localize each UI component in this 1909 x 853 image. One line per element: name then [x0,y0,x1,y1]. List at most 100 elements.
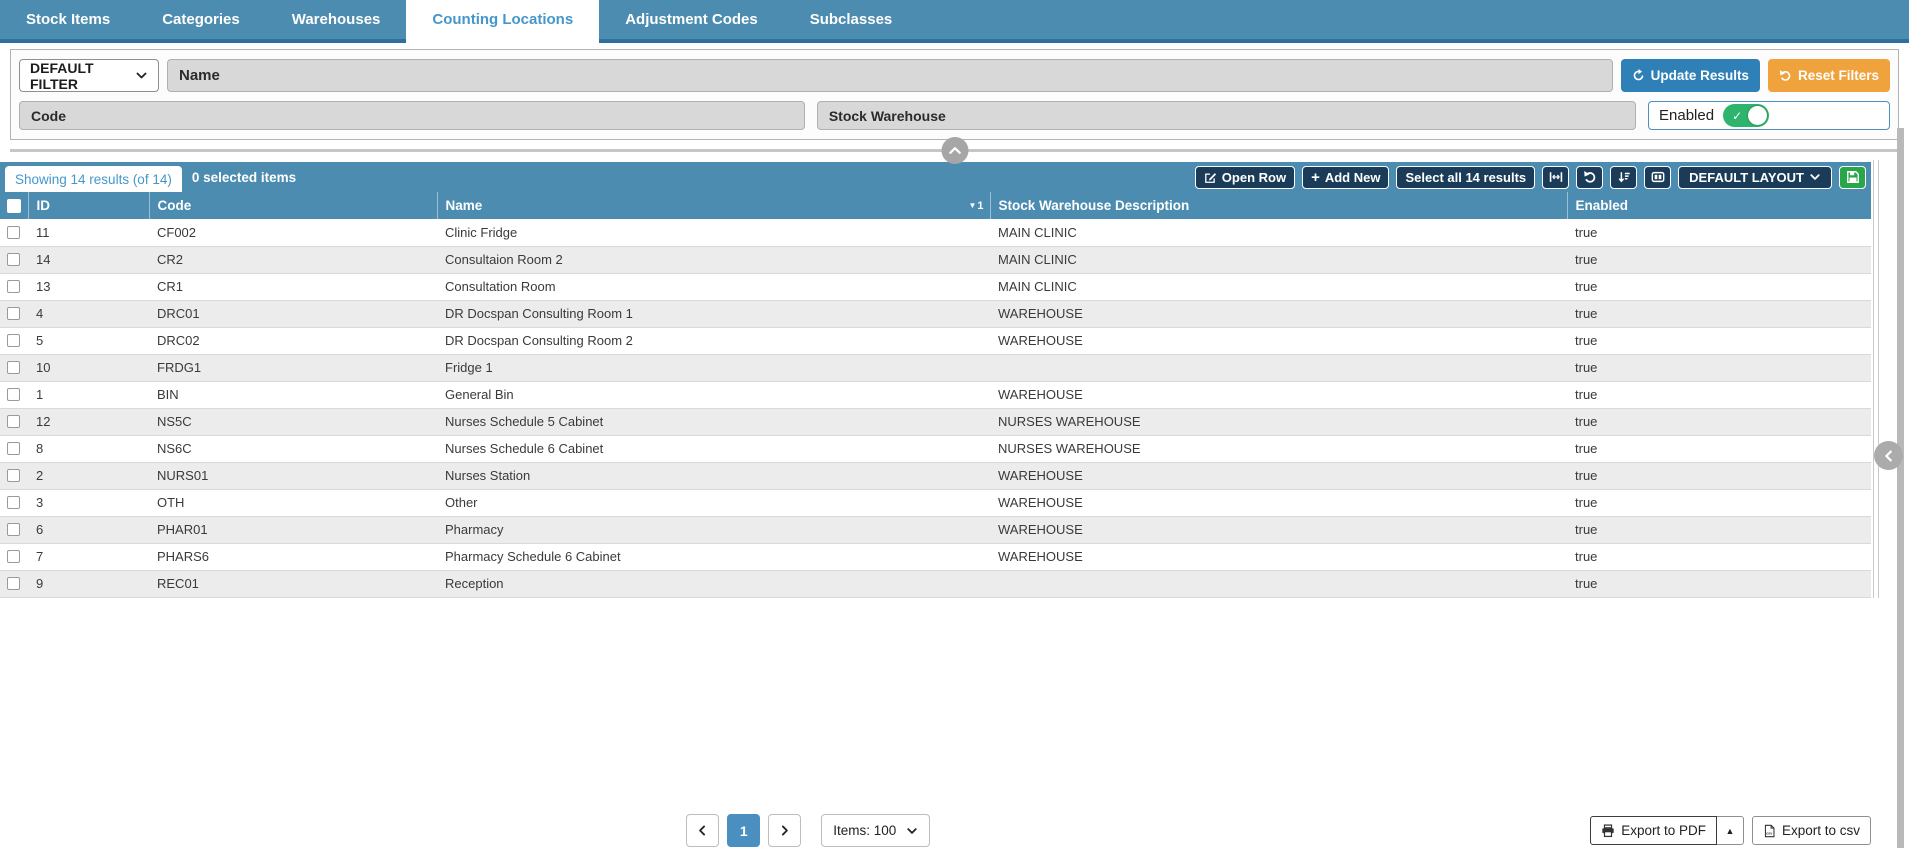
row-checkbox[interactable] [7,550,20,563]
tab-adjustment-codes[interactable]: Adjustment Codes [599,0,784,43]
tab-counting-locations[interactable]: Counting Locations [406,0,600,43]
tab-categories[interactable]: Categories [136,0,266,43]
table-row[interactable]: 8 NS6C Nurses Schedule 6 Cabinet NURSES … [0,435,1871,463]
fit-columns-button[interactable] [1542,165,1570,189]
row-checkbox-cell [0,219,28,247]
row-checkbox-cell [0,462,28,490]
items-per-page-select[interactable]: Items: 100 [821,814,931,847]
sort-button[interactable] [1610,165,1638,189]
table-row[interactable]: 5 DRC02 DR Docspan Consulting Room 2 WAR… [0,327,1871,355]
columns-button[interactable] [1644,165,1672,189]
chevron-down-icon [906,825,918,837]
table-row[interactable]: 1 BIN General Bin WAREHOUSE true [0,381,1871,409]
code-filter-input[interactable] [19,101,805,130]
cell-name: Pharmacy Schedule 6 Cabinet [437,543,990,571]
table-row[interactable]: 10 FRDG1 Fridge 1 true [0,354,1871,382]
next-page-button[interactable] [768,814,802,847]
column-header-name[interactable]: Name ▼ 1 [437,192,991,219]
add-new-button[interactable]: + Add New [1302,165,1390,189]
select-all-button[interactable]: Select all 14 results [1396,165,1536,189]
cell-enabled: true [1567,327,1871,355]
row-checkbox[interactable] [7,523,20,536]
cell-name: DR Docspan Consulting Room 2 [437,327,990,355]
table-row[interactable]: 4 DRC01 DR Docspan Consulting Room 1 WAR… [0,300,1871,328]
table-row[interactable]: 7 PHARS6 Pharmacy Schedule 6 Cabinet WAR… [0,543,1871,571]
export-pdf-options-button[interactable]: ▲ [1716,816,1744,845]
export-csv-button[interactable]: csv Export to csv [1751,816,1871,845]
printer-icon [1601,823,1615,838]
cell-id: 11 [28,219,149,247]
name-filter-input[interactable] [167,59,1613,92]
row-checkbox[interactable] [7,334,20,347]
row-checkbox[interactable] [7,496,20,509]
enabled-toggle[interactable]: ✓ [1723,104,1770,127]
cell-name: Nurses Station [437,462,990,490]
row-checkbox-cell [0,435,28,463]
table-row[interactable]: 2 NURS01 Nurses Station WAREHOUSE true [0,462,1871,490]
tab-subclasses[interactable]: Subclasses [783,0,919,43]
row-checkbox[interactable] [7,361,20,374]
row-checkbox[interactable] [7,469,20,482]
side-panel-toggle-button[interactable] [1874,441,1903,470]
table-row[interactable]: 13 CR1 Consultation Room MAIN CLINIC tru… [0,273,1871,301]
cell-warehouse: NURSES WAREHOUSE [990,435,1567,463]
save-layout-button[interactable] [1839,165,1866,189]
cell-enabled: true [1567,354,1871,382]
table-row[interactable]: 11 CF002 Clinic Fridge MAIN CLINIC true [0,219,1871,247]
table-row[interactable]: 12 NS5C Nurses Schedule 5 Cabinet NURSES… [0,408,1871,436]
open-row-button[interactable]: Open Row [1194,165,1296,189]
stock-warehouse-filter-input[interactable] [816,101,1636,130]
results-table: ID Code Name ▼ 1 Stock Warehouse Descrip… [0,192,1871,598]
reset-layout-button[interactable] [1576,165,1604,189]
row-checkbox[interactable] [7,253,20,266]
cell-warehouse: WAREHOUSE [990,462,1567,490]
cell-name: Reception [437,570,990,598]
default-filter-select[interactable]: DEFAULT FILTER [19,59,159,92]
tab-warehouses[interactable]: Warehouses [265,0,407,43]
cell-warehouse: MAIN CLINIC [990,219,1567,247]
cell-code: DRC02 [149,327,437,355]
table-row[interactable]: 3 OTH Other WAREHOUSE true [0,489,1871,517]
tab-stock-items[interactable]: Stock Items [0,0,137,43]
table-body: 11 CF002 Clinic Fridge MAIN CLINIC true … [0,219,1871,598]
update-results-button[interactable]: Update Results [1620,59,1760,92]
row-checkbox[interactable] [7,307,20,320]
refresh-icon [1632,69,1645,82]
column-header-code[interactable]: Code [149,192,438,219]
showing-results-chip[interactable]: Showing 14 results (of 14) [5,166,182,192]
table-row[interactable]: 6 PHAR01 Pharmacy WAREHOUSE true [0,516,1871,544]
cell-name: Fridge 1 [437,354,990,382]
tab-bar: Stock Items Categories Warehouses Counti… [0,0,1909,43]
row-checkbox-cell [0,381,28,409]
enabled-filter: Enabled ✓ [1648,101,1890,130]
table-scrollbar-track[interactable] [1873,160,1879,598]
column-header-warehouse[interactable]: Stock Warehouse Description [990,192,1568,219]
chevron-left-icon [1882,449,1896,463]
column-header-id[interactable]: ID [28,192,150,219]
cell-id: 12 [28,408,149,436]
row-checkbox[interactable] [7,388,20,401]
row-checkbox[interactable] [7,577,20,590]
sort-order-number: 1 [977,199,984,212]
cell-name: DR Docspan Consulting Room 1 [437,300,990,328]
layout-select[interactable]: DEFAULT LAYOUT [1678,165,1832,189]
export-buttons: Export to PDF ▲ csv Export to csv [1590,816,1871,845]
row-checkbox[interactable] [7,280,20,293]
collapse-filters-button[interactable] [941,137,968,164]
row-checkbox[interactable] [7,415,20,428]
default-filter-value: DEFAULT FILTER [30,59,94,92]
row-checkbox[interactable] [7,442,20,455]
table-row[interactable]: 14 CR2 Consultaion Room 2 MAIN CLINIC tr… [0,246,1871,274]
table-row[interactable]: 9 REC01 Reception true [0,570,1871,598]
select-all-checkbox[interactable] [7,198,21,213]
sort-desc-icon: ▼ [968,201,977,210]
column-header-enabled[interactable]: Enabled [1567,192,1871,219]
cell-id: 14 [28,246,149,274]
cell-id: 13 [28,273,149,301]
reset-filters-button[interactable]: Reset Filters [1767,59,1890,92]
page-1-button[interactable]: 1 [727,814,761,847]
row-checkbox[interactable] [7,225,20,239]
prev-page-button[interactable] [686,814,720,847]
cell-name: Consultaion Room 2 [437,246,990,274]
export-pdf-button[interactable]: Export to PDF [1590,816,1717,845]
